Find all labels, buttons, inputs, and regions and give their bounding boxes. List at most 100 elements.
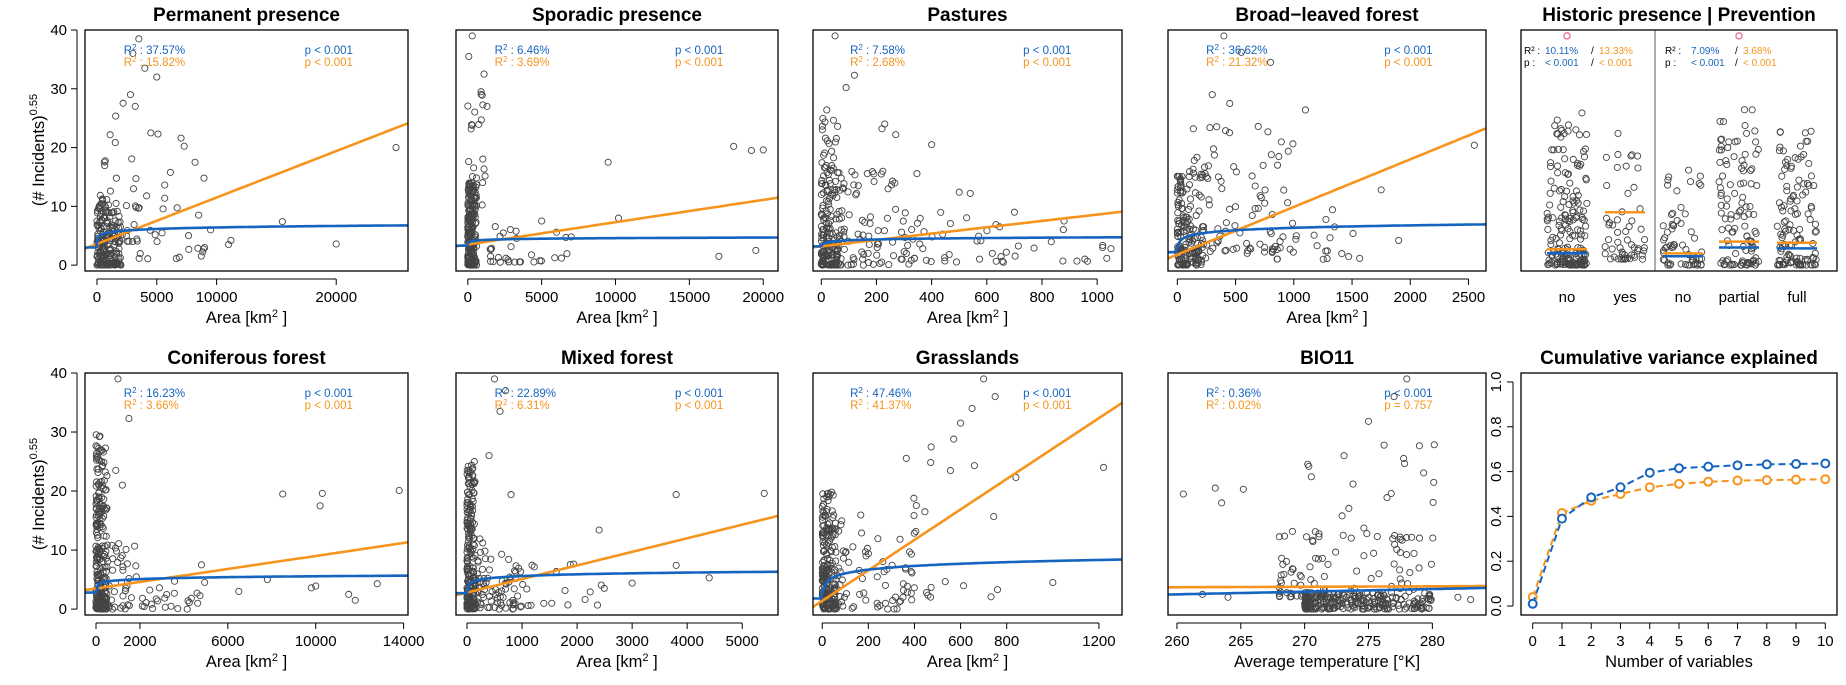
data-point	[1544, 261, 1552, 269]
data-point	[103, 196, 111, 204]
data-point	[115, 255, 123, 263]
data-point	[1557, 125, 1565, 133]
data-point	[1796, 261, 1804, 269]
data-point	[514, 592, 522, 600]
data-point	[826, 490, 834, 498]
data-point	[1194, 259, 1202, 267]
data-point	[103, 541, 111, 549]
data-point	[1569, 216, 1577, 224]
data-point	[1810, 182, 1818, 190]
data-point	[853, 189, 861, 197]
data-point	[1383, 494, 1391, 502]
data-point	[1625, 223, 1633, 231]
data-point	[866, 213, 875, 221]
data-point	[143, 192, 151, 200]
data-point	[1401, 605, 1409, 613]
data-point	[118, 552, 126, 560]
data-point	[1741, 222, 1749, 230]
data-point	[1634, 245, 1642, 253]
data-point	[821, 164, 829, 172]
data-point	[200, 174, 208, 182]
data-point	[960, 582, 968, 590]
data-point	[152, 595, 160, 603]
data-point	[227, 236, 235, 244]
data-point	[102, 208, 110, 217]
data-point	[873, 599, 881, 607]
stats-left-r2-orange: 13.33%	[1599, 46, 1633, 57]
data-point	[1292, 235, 1300, 243]
data-point	[517, 602, 525, 610]
panel-p6: Coniferous forest R2 : 16.23%R2 : 3.66% p …	[50, 348, 424, 671]
data-point	[469, 567, 477, 576]
data-point	[1806, 215, 1814, 224]
data-point	[96, 511, 104, 519]
data-point	[902, 454, 910, 462]
x-axis-label: Area [km2 ]	[576, 308, 657, 327]
data-point	[1621, 251, 1629, 259]
data-point	[1811, 261, 1819, 269]
data-point	[92, 478, 101, 486]
data-point	[1205, 201, 1213, 209]
data-point	[672, 491, 680, 499]
data-point	[1695, 179, 1703, 188]
stats-right-p-blue: < 0.001	[1691, 58, 1725, 69]
data-point	[819, 490, 827, 498]
data-point	[1582, 174, 1590, 182]
data-point	[928, 141, 936, 149]
data-point	[864, 249, 872, 257]
data-point	[1233, 244, 1241, 252]
data-point	[1628, 251, 1636, 259]
data-point	[586, 588, 594, 596]
data-point	[1217, 177, 1225, 185]
data-point	[1557, 260, 1565, 268]
data-point	[1415, 442, 1423, 450]
data-point	[838, 214, 846, 222]
data-point	[1553, 259, 1561, 268]
data-point	[889, 252, 898, 260]
data-point	[135, 254, 143, 262]
data-point	[122, 545, 130, 553]
x-tick-label: 400	[919, 289, 944, 306]
data-point	[108, 541, 116, 549]
data-point	[1349, 480, 1357, 488]
data-point	[1677, 260, 1685, 268]
data-point	[485, 452, 493, 460]
data-point	[849, 543, 857, 551]
data-point	[1467, 596, 1475, 604]
data-point	[874, 603, 882, 611]
data-point	[1254, 204, 1262, 212]
data-point	[818, 564, 826, 572]
data-point	[907, 550, 915, 558]
data-point	[1396, 535, 1404, 543]
data-point	[1783, 187, 1791, 195]
data-point	[1330, 593, 1339, 601]
x-tick-label: 2	[1587, 633, 1595, 650]
data-point	[854, 230, 862, 238]
data-point	[818, 569, 826, 577]
panel-title: Coniferous forest	[167, 348, 326, 369]
data-point	[464, 525, 472, 534]
data-point	[466, 534, 474, 542]
data-point	[96, 212, 104, 220]
data-point	[108, 605, 116, 613]
data-point	[1664, 259, 1672, 267]
data-point	[817, 250, 825, 258]
data-point	[1429, 534, 1437, 542]
data-point	[1340, 591, 1348, 599]
data-point	[863, 170, 871, 178]
data-point	[1582, 222, 1590, 230]
data-point	[1313, 242, 1321, 250]
data-point	[1396, 566, 1404, 574]
data-point	[509, 605, 517, 613]
data-point	[191, 158, 199, 166]
data-point	[1174, 198, 1182, 206]
data-point	[1576, 235, 1585, 243]
data-point	[628, 579, 636, 587]
x-tick-label: 5000	[525, 289, 558, 306]
data-point	[1681, 260, 1690, 269]
data-point	[501, 585, 510, 593]
data-point	[1400, 454, 1408, 462]
data-point	[822, 197, 830, 205]
outlier-point	[1563, 32, 1571, 40]
data-point	[1205, 196, 1213, 204]
